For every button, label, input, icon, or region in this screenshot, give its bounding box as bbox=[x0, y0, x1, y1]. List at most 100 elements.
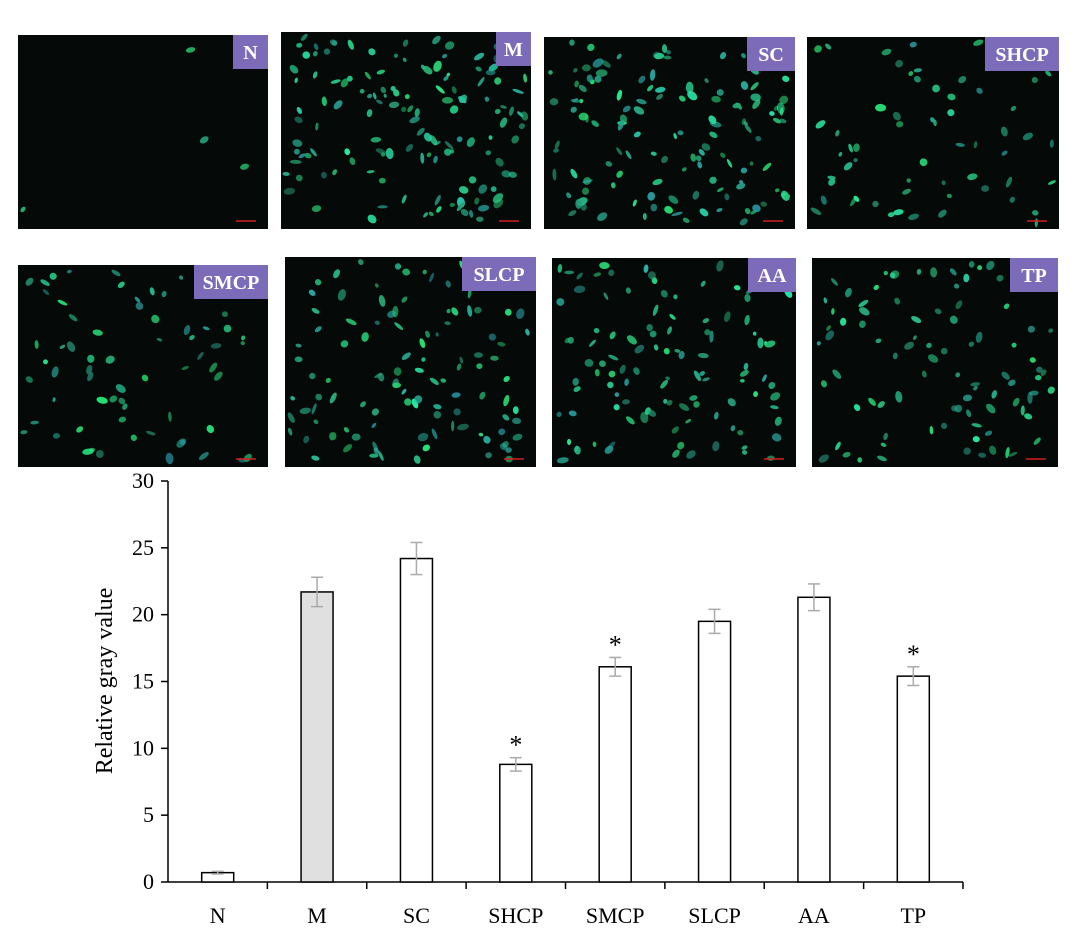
cell bbox=[313, 43, 319, 51]
cell bbox=[425, 330, 430, 338]
cell bbox=[881, 48, 892, 56]
cell bbox=[361, 332, 369, 342]
cell bbox=[955, 372, 961, 378]
cell bbox=[76, 426, 84, 433]
cell bbox=[185, 47, 196, 53]
cell bbox=[374, 320, 380, 325]
cell bbox=[739, 180, 744, 184]
cell bbox=[573, 386, 581, 392]
cell bbox=[141, 374, 149, 382]
cell bbox=[376, 99, 383, 105]
cell bbox=[295, 174, 303, 182]
cell bbox=[92, 329, 103, 336]
cell bbox=[697, 352, 709, 359]
cell bbox=[370, 136, 382, 143]
cell bbox=[548, 70, 553, 75]
cell bbox=[642, 213, 647, 220]
cell bbox=[919, 158, 928, 167]
cell bbox=[243, 453, 252, 463]
cell bbox=[741, 450, 748, 455]
cell bbox=[302, 51, 311, 59]
cell bbox=[702, 318, 710, 324]
cell bbox=[214, 371, 223, 381]
cell bbox=[42, 289, 50, 296]
cell bbox=[25, 376, 33, 383]
cell bbox=[599, 360, 606, 367]
cell bbox=[476, 363, 483, 370]
cell bbox=[874, 103, 887, 112]
cell bbox=[351, 433, 361, 441]
cell bbox=[404, 94, 410, 100]
y-tick-label: 25 bbox=[132, 535, 154, 560]
cell bbox=[601, 60, 611, 68]
cell bbox=[752, 204, 761, 213]
cell bbox=[779, 118, 787, 124]
cell bbox=[523, 73, 528, 83]
cell bbox=[749, 161, 754, 166]
cell bbox=[86, 365, 93, 375]
cell bbox=[720, 152, 726, 158]
cell bbox=[345, 318, 357, 326]
cell bbox=[958, 76, 967, 84]
cell bbox=[726, 158, 733, 168]
cell bbox=[290, 396, 296, 401]
cell bbox=[859, 307, 870, 316]
cell bbox=[165, 452, 174, 465]
cell bbox=[479, 391, 486, 400]
cell bbox=[750, 93, 761, 102]
cell bbox=[130, 434, 137, 441]
cell bbox=[451, 392, 461, 398]
cell bbox=[1032, 210, 1039, 216]
cell bbox=[34, 340, 39, 349]
error-bar bbox=[609, 656, 622, 677]
cell bbox=[168, 411, 172, 422]
cell bbox=[449, 105, 459, 114]
cell bbox=[368, 48, 376, 56]
cell bbox=[712, 441, 720, 452]
cell bbox=[823, 297, 828, 304]
cell bbox=[649, 330, 657, 338]
cell bbox=[1047, 386, 1055, 394]
cell bbox=[633, 367, 640, 375]
cell bbox=[323, 48, 331, 55]
cell bbox=[774, 416, 782, 426]
cell bbox=[716, 208, 723, 212]
significance-mark: * bbox=[907, 640, 920, 669]
cell bbox=[716, 187, 724, 193]
cell bbox=[458, 186, 469, 194]
cell bbox=[714, 411, 719, 420]
cell bbox=[895, 390, 903, 403]
cell bbox=[916, 268, 922, 275]
cell bbox=[474, 306, 482, 314]
cell bbox=[909, 41, 917, 48]
cell bbox=[287, 412, 295, 423]
cell bbox=[668, 195, 679, 204]
cell bbox=[315, 122, 319, 131]
cell bbox=[444, 141, 454, 150]
cell bbox=[1022, 132, 1033, 141]
cell bbox=[660, 290, 668, 298]
cell bbox=[647, 409, 657, 417]
cell bbox=[347, 39, 354, 50]
cell bbox=[1008, 379, 1016, 387]
cell bbox=[209, 362, 218, 373]
cell bbox=[574, 80, 579, 88]
cell bbox=[750, 82, 759, 91]
cell bbox=[413, 455, 421, 464]
bar bbox=[797, 596, 831, 883]
cell bbox=[308, 289, 316, 296]
cell bbox=[512, 433, 523, 441]
cell bbox=[494, 77, 502, 85]
cell bbox=[741, 53, 746, 59]
cell bbox=[433, 404, 442, 410]
cell bbox=[701, 143, 711, 151]
cell bbox=[445, 280, 451, 288]
cell bbox=[372, 441, 379, 453]
cell bbox=[686, 450, 696, 459]
cell bbox=[485, 69, 496, 76]
cell bbox=[183, 325, 191, 336]
cell bbox=[872, 200, 879, 208]
cell bbox=[43, 359, 48, 365]
cell bbox=[337, 289, 346, 301]
micrograph: SHCP bbox=[807, 37, 1059, 229]
